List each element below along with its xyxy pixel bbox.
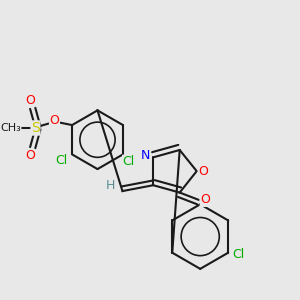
Text: H: H — [106, 179, 116, 192]
Text: S: S — [31, 121, 40, 135]
Text: O: O — [50, 114, 59, 127]
Text: Cl: Cl — [123, 155, 135, 168]
Text: O: O — [25, 94, 35, 106]
Text: N: N — [141, 149, 151, 162]
Text: O: O — [200, 194, 210, 206]
Text: O: O — [25, 149, 35, 162]
Text: O: O — [198, 165, 208, 178]
Text: CH₃: CH₃ — [0, 123, 21, 133]
Text: Cl: Cl — [232, 248, 244, 261]
Text: Cl: Cl — [56, 154, 68, 167]
